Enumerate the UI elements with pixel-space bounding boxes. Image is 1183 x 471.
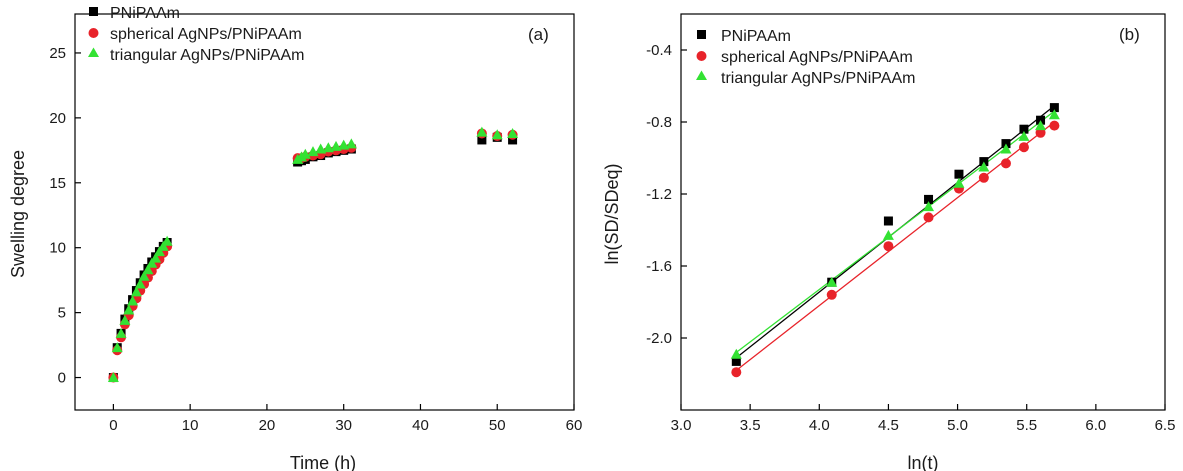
panel-a-x-axis-title: Time (h) xyxy=(290,453,356,471)
panel-b-series-2 xyxy=(731,109,1060,358)
x-tick-label: 40 xyxy=(412,417,429,434)
legend-marker-spherical xyxy=(697,51,707,61)
panel-a-plot-frame xyxy=(75,14,574,410)
legend-label-pnipaam: PNiPAAm xyxy=(721,28,791,45)
panel-a-y-axis-title: Swelling degree xyxy=(8,150,28,278)
panel-a-axis-ticks: 0 10 20 30 40 50 60 0 5 10 15 20 25 xyxy=(49,45,582,434)
y-tick-label: -1.2 xyxy=(646,186,672,203)
x-tick-label: 60 xyxy=(566,417,583,434)
data-point xyxy=(954,170,963,179)
y-tick-label: 10 xyxy=(49,240,66,257)
legend-marker-triangular xyxy=(88,48,99,58)
legend-label-triangular: triangular AgNPs/PNiPAAm xyxy=(721,70,915,87)
data-point xyxy=(953,178,964,188)
legend-label-spherical: spherical AgNPs/PNiPAAm xyxy=(721,49,913,66)
x-tick-label: 6.0 xyxy=(1085,417,1106,434)
legend-marker-pnipaam xyxy=(89,7,98,16)
panel-b-y-axis-title: ln(SD/SDeq) xyxy=(602,163,622,264)
x-tick-label: 4.5 xyxy=(878,417,899,434)
panel-b-axis-ticks: 3.0 3.5 4.0 4.5 5.0 5.5 6.0 6.5 -2.0 -1.6 -1.2 -0.8… xyxy=(646,42,1175,434)
data-point xyxy=(731,367,741,377)
data-point xyxy=(346,138,357,148)
data-point xyxy=(884,217,893,226)
x-tick-label: 0 xyxy=(109,417,117,434)
panel-b-legend: PNiPAAm spherical AgNPs/PNiPAAm triangul… xyxy=(696,28,915,87)
data-point xyxy=(1001,158,1011,168)
panel-b-series-1 xyxy=(731,121,1059,378)
y-tick-label: -2.0 xyxy=(646,330,672,347)
y-tick-label: 5 xyxy=(58,305,66,322)
y-tick-label: -0.4 xyxy=(646,42,672,59)
x-tick-label: 50 xyxy=(489,417,506,434)
panel-a-series-1 xyxy=(108,128,517,382)
data-point xyxy=(979,173,989,183)
panel-b-x-axis-title: ln(t) xyxy=(908,453,939,471)
legend-label-triangular: triangular AgNPs/PNiPAAm xyxy=(110,47,304,64)
x-tick-label: 6.5 xyxy=(1155,417,1176,434)
data-point xyxy=(1049,121,1059,131)
x-tick-label: 3.0 xyxy=(671,417,692,434)
panel-b-label: (b) xyxy=(1119,25,1140,44)
y-tick-label: 20 xyxy=(49,110,66,127)
panel-a-series-0 xyxy=(109,133,517,382)
x-tick-label: 5.0 xyxy=(947,417,968,434)
legend-label-pnipaam: PNiPAAm xyxy=(110,5,180,22)
x-tick-label: 20 xyxy=(259,417,276,434)
panel-b-series-0 xyxy=(732,103,1059,366)
legend-marker-spherical xyxy=(89,28,99,38)
data-point xyxy=(1019,142,1029,152)
legend-label-spherical: spherical AgNPs/PNiPAAm xyxy=(110,26,302,43)
panel-a-label: (a) xyxy=(528,25,549,44)
y-tick-label: -0.8 xyxy=(646,114,672,131)
y-tick-label: -1.6 xyxy=(646,258,672,275)
y-tick-label: 0 xyxy=(58,370,66,387)
panel-b-log-kinetics: 3.0 3.5 4.0 4.5 5.0 5.5 6.0 6.5 -2.0 -1.6 -1.2 -0.8… xyxy=(602,14,1175,471)
x-tick-label: 5.5 xyxy=(1016,417,1037,434)
data-point xyxy=(924,212,934,222)
legend-marker-pnipaam xyxy=(697,30,706,39)
panel-a-data-points xyxy=(108,127,518,383)
x-tick-label: 3.5 xyxy=(740,417,761,434)
y-tick-label: 25 xyxy=(49,45,66,62)
x-tick-label: 4.0 xyxy=(809,417,830,434)
data-point xyxy=(827,290,837,300)
x-tick-label: 30 xyxy=(335,417,352,434)
legend-marker-triangular xyxy=(696,71,707,81)
x-tick-label: 10 xyxy=(182,417,199,434)
data-point xyxy=(883,241,893,251)
panel-a-swelling-vs-time: 0 10 20 30 40 50 60 0 5 10 15 20 25 (a) PNiPAAm sphe… xyxy=(8,5,582,471)
y-tick-label: 15 xyxy=(49,175,66,192)
panel-a-series-2 xyxy=(108,127,518,382)
